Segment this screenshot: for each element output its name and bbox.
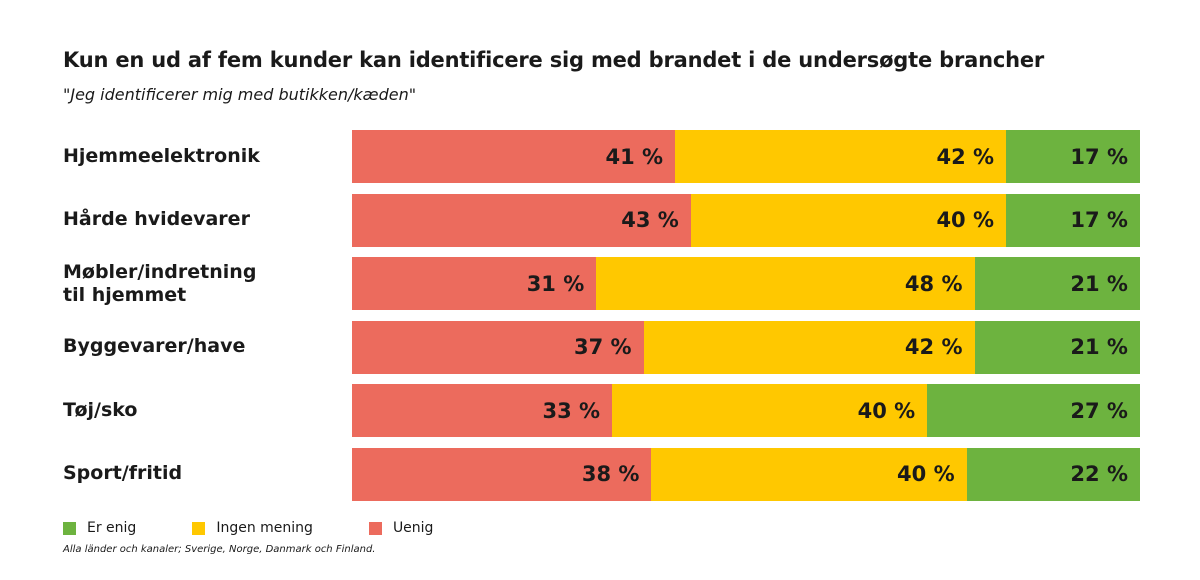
legend-label: Uenig (392, 520, 434, 536)
legend-swatch (192, 521, 206, 535)
bar-segment: 22 % (966, 447, 1140, 501)
data-label: 22 % (1070, 462, 1128, 486)
stacked-bar: 31 % 48 % 21 % (352, 257, 1140, 310)
stacked-bar: 41 % 42 % 17 % (352, 130, 1140, 183)
legend: Er enig Ingen mening Uenig (63, 520, 489, 536)
bar-segment: 31 % (352, 257, 597, 310)
legend-swatch (63, 521, 76, 535)
data-label: 41 % (605, 144, 664, 169)
legend-item: Er enig (63, 520, 136, 536)
category-label: Byggevarer/have (63, 335, 246, 357)
bar-segment: 17 % (1006, 193, 1140, 247)
bar-segment: 21 % (974, 320, 1140, 374)
data-label: 33 % (542, 398, 601, 423)
data-label: 40 % (936, 208, 995, 232)
legend-item: Uenig (368, 520, 434, 536)
data-label: 21 % (1070, 271, 1128, 296)
stacked-bar: 43 % 40 % 17 % (352, 193, 1140, 247)
stacked-bar: 37 % 42 % 21 % (352, 320, 1140, 374)
data-label: 40 % (897, 462, 955, 486)
data-label: 17 % (1070, 208, 1128, 232)
data-label: 40 % (857, 398, 916, 423)
legend-label: Ingen mening (216, 520, 313, 536)
data-label: 48 % (904, 271, 963, 296)
category-label: Tøj/sko (63, 398, 138, 421)
bar-segment: 41 % (352, 130, 676, 183)
data-label: 37 % (573, 335, 632, 359)
bar-segment: 37 % (352, 320, 644, 374)
bar-segment: 33 % (352, 384, 613, 437)
data-label: 38 % (581, 462, 640, 486)
bar-segment: 38 % (352, 447, 652, 501)
chart-subtitle: "Jeg identificerer mig med butikken/kæde… (63, 85, 417, 104)
data-label: 17 % (1070, 144, 1128, 169)
bar-segment: 17 % (1006, 130, 1140, 183)
data-label: 31 % (526, 271, 585, 296)
data-label: 42 % (936, 144, 995, 169)
bar-segment: 43 % (352, 193, 691, 247)
stacked-bar: 33 % 40 % 27 % (352, 384, 1140, 437)
data-label: 42 % (904, 335, 963, 359)
stacked-bar: 38 % 40 % 22 % (352, 447, 1140, 501)
footnote: Alla länder och kanaler; Sverige, Norge,… (63, 544, 376, 555)
bar-segment: 40 % (612, 384, 928, 437)
bar-segment: 48 % (596, 257, 975, 310)
category-label: Møbler/indretning til hjemmet (63, 260, 257, 306)
legend-item: Ingen mening (192, 520, 313, 536)
data-label: 21 % (1070, 335, 1128, 359)
legend-label: Er enig (87, 520, 137, 536)
data-label: 27 % (1070, 398, 1128, 423)
bar-segment: 42 % (675, 130, 1007, 183)
chart-title: Kun en ud af fem kunder kan identificere… (63, 48, 1045, 72)
category-label: Sport/fritid (63, 462, 183, 484)
category-label: Hårde hvidevarer (63, 208, 250, 230)
bar-segment: 42 % (643, 320, 975, 374)
bar-segment: 40 % (690, 193, 1007, 247)
data-label: 43 % (621, 208, 679, 232)
bar-segment: 40 % (651, 447, 967, 501)
category-label: Hjemmeelektronik (63, 144, 260, 167)
bar-segment: 27 % (927, 384, 1140, 437)
legend-swatch (368, 521, 382, 535)
bar-segment: 21 % (974, 257, 1140, 310)
